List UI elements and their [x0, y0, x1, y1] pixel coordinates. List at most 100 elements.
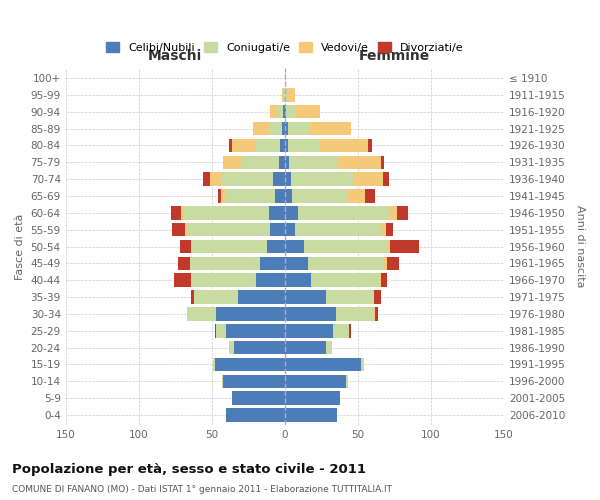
Bar	[270, 223, 285, 236]
Bar	[285, 138, 288, 152]
Bar	[203, 172, 210, 186]
Bar	[383, 172, 389, 186]
Bar	[283, 105, 285, 118]
Bar	[216, 307, 285, 320]
Text: COMUNE DI FANANO (MO) - Dati ISTAT 1° gennaio 2011 - Elaborazione TUTTITALIA.IT: COMUNE DI FANANO (MO) - Dati ISTAT 1° ge…	[12, 485, 392, 494]
Bar	[381, 156, 384, 169]
Bar	[285, 223, 295, 236]
Bar	[256, 274, 285, 287]
Bar	[194, 290, 238, 304]
Bar	[184, 206, 269, 220]
Bar	[285, 72, 286, 85]
Bar	[285, 206, 298, 220]
Bar	[221, 190, 225, 202]
Bar	[285, 290, 326, 304]
Bar	[226, 408, 285, 422]
Bar	[172, 223, 185, 236]
Bar	[238, 290, 285, 304]
Bar	[178, 256, 190, 270]
Bar	[174, 274, 191, 287]
Bar	[349, 324, 350, 338]
Bar	[191, 240, 267, 254]
Bar	[320, 138, 368, 152]
Bar	[273, 172, 285, 186]
Bar	[285, 408, 337, 422]
Bar	[285, 374, 346, 388]
Bar	[179, 240, 191, 254]
Bar	[285, 358, 361, 371]
Bar	[187, 223, 270, 236]
Y-axis label: Anni di nascita: Anni di nascita	[575, 206, 585, 288]
Bar	[267, 240, 285, 254]
Bar	[288, 138, 320, 152]
Bar	[376, 307, 379, 320]
Bar	[289, 156, 337, 169]
Bar	[295, 223, 381, 236]
Bar	[226, 324, 285, 338]
Bar	[269, 206, 285, 220]
Bar	[288, 122, 310, 136]
Bar	[389, 206, 397, 220]
Bar	[346, 374, 347, 388]
Bar	[213, 358, 215, 371]
Bar	[210, 172, 222, 186]
Bar	[381, 223, 386, 236]
Bar	[275, 190, 285, 202]
Text: Popolazione per età, sesso e stato civile - 2011: Popolazione per età, sesso e stato civil…	[12, 462, 366, 475]
Bar	[187, 307, 216, 320]
Bar	[232, 138, 256, 152]
Bar	[326, 290, 374, 304]
Bar	[374, 290, 381, 304]
Bar	[333, 324, 349, 338]
Bar	[286, 105, 295, 118]
Bar	[232, 392, 285, 405]
Bar	[190, 256, 260, 270]
Bar	[292, 190, 347, 202]
Bar	[191, 274, 256, 287]
Bar	[374, 307, 376, 320]
Bar	[191, 290, 194, 304]
Bar	[241, 156, 279, 169]
Bar	[185, 223, 187, 236]
Bar	[171, 206, 181, 220]
Bar	[285, 88, 288, 102]
Bar	[390, 240, 419, 254]
Bar	[283, 88, 285, 102]
Bar	[285, 190, 292, 202]
Bar	[347, 190, 365, 202]
Bar	[381, 274, 387, 287]
Bar	[222, 374, 223, 388]
Bar	[285, 156, 289, 169]
Text: Femmine: Femmine	[359, 49, 430, 63]
Bar	[311, 274, 380, 287]
Bar	[298, 206, 389, 220]
Bar	[285, 324, 333, 338]
Bar	[229, 138, 232, 152]
Bar	[326, 341, 332, 354]
Bar	[215, 324, 216, 338]
Bar	[278, 105, 283, 118]
Text: Maschi: Maschi	[148, 49, 202, 63]
Bar	[353, 172, 383, 186]
Bar	[215, 358, 285, 371]
Bar	[386, 223, 393, 236]
Bar	[285, 392, 340, 405]
Y-axis label: Fasce di età: Fasce di età	[15, 214, 25, 280]
Bar	[304, 240, 387, 254]
Bar	[216, 324, 226, 338]
Bar	[279, 156, 285, 169]
Bar	[285, 172, 290, 186]
Bar	[368, 138, 373, 152]
Bar	[229, 341, 233, 354]
Bar	[285, 240, 304, 254]
Bar	[387, 240, 390, 254]
Bar	[365, 190, 376, 202]
Bar	[223, 374, 285, 388]
Bar	[288, 88, 295, 102]
Bar	[225, 190, 275, 202]
Bar	[260, 256, 285, 270]
Bar	[387, 256, 399, 270]
Bar	[336, 307, 374, 320]
Bar	[269, 122, 282, 136]
Bar	[285, 122, 288, 136]
